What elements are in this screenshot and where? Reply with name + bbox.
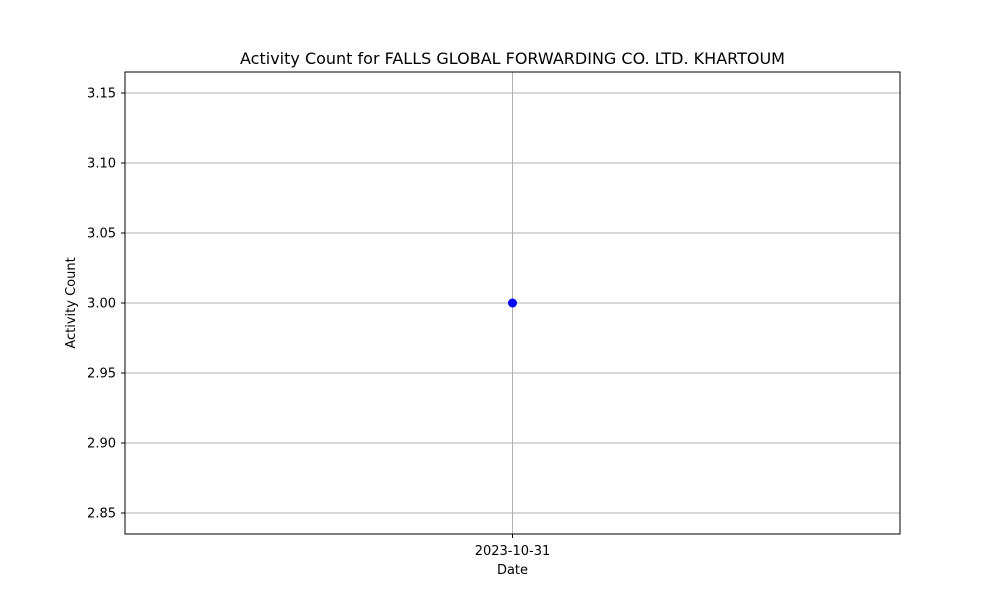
x-tick-label: 2023-10-31 xyxy=(475,544,551,559)
plot-frame xyxy=(124,71,901,535)
data-point xyxy=(508,298,517,308)
chart-title: Activity Count for FALLS GLOBAL FORWARDI… xyxy=(240,49,785,68)
y-tick-label: 2.85 xyxy=(87,507,116,522)
grid xyxy=(125,72,900,534)
y-tick-label: 3.15 xyxy=(87,87,116,102)
y-tick-label: 2.95 xyxy=(87,367,116,382)
y-axis-label: Activity Count xyxy=(64,257,79,348)
data-series xyxy=(508,298,517,308)
y-tick-label: 3.10 xyxy=(87,157,116,172)
y-tick-label: 3.00 xyxy=(87,297,116,312)
y-tick-label: 3.05 xyxy=(87,227,116,242)
y-tick-label: 2.90 xyxy=(87,437,116,452)
ticks: 2.85 2.90 2.95 3.00 3.05 3.10 3.15 2023-10-31 xyxy=(87,87,550,560)
x-axis-label: Date xyxy=(497,563,528,578)
